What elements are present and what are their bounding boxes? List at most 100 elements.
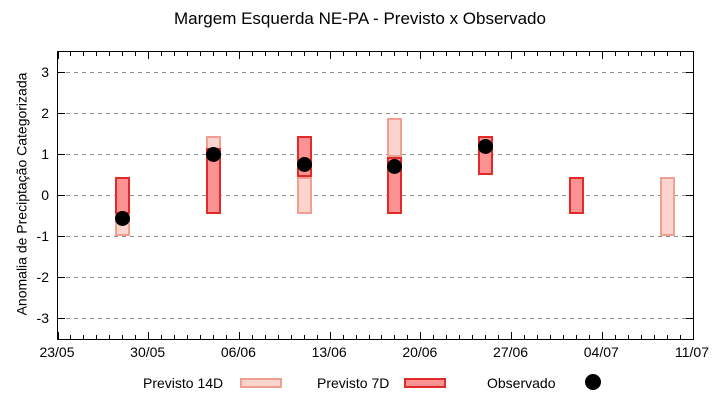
observed-point [296,157,312,173]
x-minor-tick [407,52,409,56]
observed-point [387,159,403,175]
x-minor-tick [277,335,279,339]
x-minor-tick [666,335,668,339]
x-major-tick [148,332,150,339]
x-minor-tick [640,335,642,339]
legend-label-observado: Observado [487,375,556,391]
x-minor-tick [679,335,681,339]
x-minor-tick [96,335,98,339]
x-minor-tick [251,52,253,56]
x-major-tick [601,332,603,339]
y-major-tick [58,318,65,319]
x-minor-tick [316,52,318,56]
x-minor-tick [627,335,629,339]
x-tick-label: 30/05 [130,344,166,360]
x-minor-tick [459,335,461,339]
x-minor-tick [549,335,551,339]
x-minor-tick [187,52,189,56]
x-tick-label: 04/07 [583,344,619,360]
x-minor-tick [290,52,292,56]
x-minor-tick [498,335,500,339]
y-tick-label: -1 [36,227,49,244]
x-minor-tick [251,335,253,339]
x-minor-tick [96,52,98,56]
x-minor-tick [355,335,357,339]
x-minor-tick [161,52,163,56]
x-minor-tick [575,335,577,339]
x-minor-tick [536,52,538,56]
legend-label-previsto-14d: Previsto 14D [143,375,224,391]
chart-title: Margem Esquerda NE-PA - Previsto x Obser… [174,9,546,28]
x-minor-tick [174,52,176,56]
x-minor-tick [653,335,655,339]
x-minor-tick [498,52,500,56]
x-minor-tick [342,52,344,56]
x-minor-tick [200,335,202,339]
x-minor-tick [135,52,137,56]
x-minor-tick [433,52,435,56]
x-tick-label: 11/07 [675,344,709,360]
x-tick-label: 27/06 [493,344,529,360]
legend-label-previsto-7d: Previsto 7D [317,375,390,391]
y-tick-label: 3 [41,63,49,80]
x-major-tick [511,52,513,59]
x-minor-tick [394,52,396,56]
x-minor-tick [381,335,383,339]
y-major-tick [58,113,65,114]
x-minor-tick [407,335,409,339]
plot-area [57,51,694,340]
x-tick-label: 23/05 [39,344,75,360]
x-minor-tick [109,52,111,56]
x-minor-tick [70,335,72,339]
forecast-7d-bar [568,177,584,214]
gridline-y0 [58,194,693,197]
x-minor-tick [575,52,577,56]
x-minor-tick [122,52,124,56]
gridline-y-1 [58,235,693,238]
x-minor-tick [524,335,526,339]
y-tick-label: 2 [41,104,49,121]
y-tick-label: -3 [36,309,49,326]
x-tick-label: 13/06 [311,344,347,360]
x-minor-tick [485,335,487,339]
x-major-tick [238,52,240,59]
forecast-14d-bar [659,177,675,237]
y-major-tick [58,154,65,155]
x-minor-tick [666,52,668,56]
x-minor-tick [264,335,266,339]
x-minor-tick [549,52,551,56]
x-major-tick [420,332,422,339]
forecast-14d-bar [387,117,403,157]
x-major-tick [329,332,331,339]
x-major-tick [57,52,59,59]
y-major-tick [686,113,693,114]
x-minor-tick [355,52,357,56]
x-minor-tick [225,335,227,339]
x-minor-tick [588,52,590,56]
x-major-tick [420,52,422,59]
x-minor-tick [161,335,163,339]
x-minor-tick [368,52,370,56]
x-minor-tick [200,52,202,56]
x-minor-tick [536,335,538,339]
x-minor-tick [640,52,642,56]
x-minor-tick [381,52,383,56]
x-minor-tick [562,335,564,339]
x-major-tick [692,52,694,59]
y-major-tick [686,236,693,237]
x-minor-tick [614,335,616,339]
x-minor-tick [303,52,305,56]
gridline-y1 [58,153,693,156]
x-minor-tick [562,52,564,56]
observed-point [478,138,494,154]
y-tick-label: 1 [41,145,49,162]
x-major-tick [238,332,240,339]
x-minor-tick [653,52,655,56]
y-tick-label: 0 [41,186,49,203]
y-major-tick [58,236,65,237]
observed-point [206,147,221,162]
x-tick-label: 20/06 [402,344,438,360]
x-minor-tick [83,52,85,56]
x-minor-tick [446,335,448,339]
x-minor-tick [213,52,214,56]
